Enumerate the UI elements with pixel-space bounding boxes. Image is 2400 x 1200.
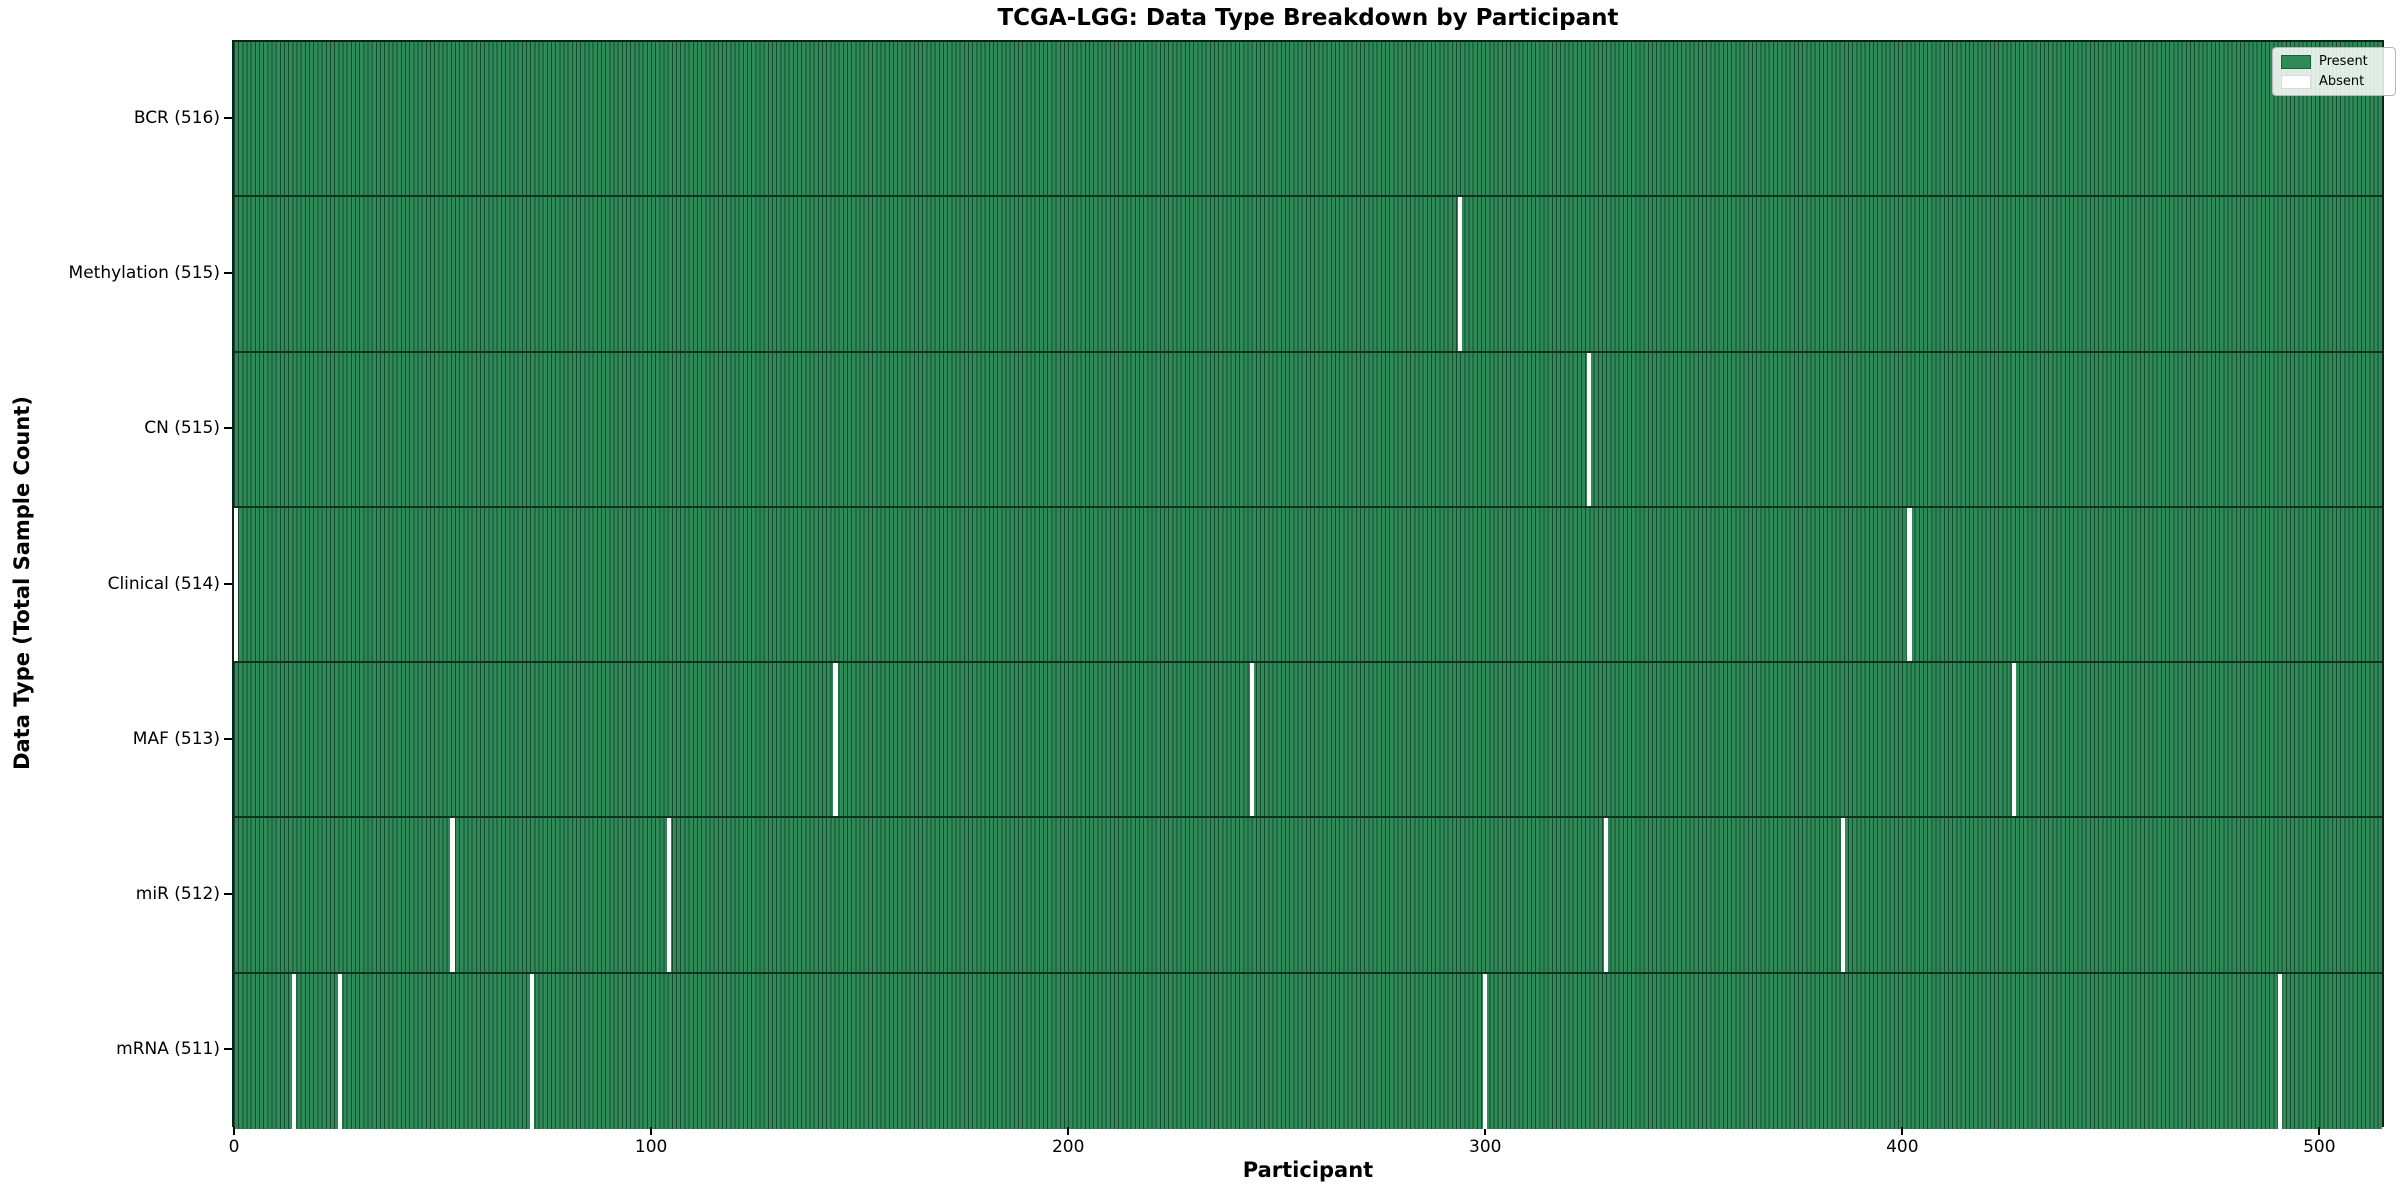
absent-cell [1907, 507, 1912, 662]
absent-cell [292, 973, 297, 1129]
absent-cell [2277, 973, 2283, 1129]
absent-cell [1482, 973, 1487, 1129]
x-tick-label: 500 [2303, 1137, 2336, 1157]
x-tick-label: 0 [228, 1137, 240, 1157]
y-tick-mark [224, 737, 232, 740]
absent-cell [2011, 663, 2016, 817]
x-tick-mark [1067, 1127, 1070, 1135]
absent-swatch-icon [2281, 74, 2311, 89]
row-Methylation [234, 197, 2382, 353]
absent-cell [338, 973, 343, 1129]
legend: Present Absent [2272, 47, 2396, 96]
absent-cell [1840, 818, 1845, 972]
legend-item-present: Present [2281, 54, 2387, 69]
x-tick-label: 100 [634, 1137, 668, 1157]
row-MAF [234, 663, 2382, 819]
y-tick-label: mRNA (511) [116, 1039, 220, 1060]
y-tick-mark [224, 1048, 232, 1051]
y-tick-mark [224, 893, 232, 896]
x-tick-mark [233, 1127, 236, 1135]
x-tick-mark [1901, 1127, 1904, 1135]
plot-area [232, 40, 2384, 1129]
absent-cell [529, 973, 534, 1129]
x-tick-mark [650, 1127, 653, 1135]
y-tick-label: BCR (516) [133, 107, 220, 128]
x-tick-label: 300 [1469, 1137, 1502, 1157]
present-swatch-icon [2281, 54, 2311, 69]
row-miR [234, 818, 2382, 974]
legend-label-absent: Absent [2319, 74, 2365, 89]
absent-cell [666, 818, 672, 972]
y-tick-label: CN (515) [144, 418, 220, 439]
y-tick-label: miR (512) [135, 884, 220, 905]
row-BCR [234, 42, 2382, 198]
absent-cell [1603, 818, 1608, 972]
absent-cell [833, 663, 838, 817]
y-tick-mark [224, 271, 232, 274]
absent-cell [1457, 197, 1463, 351]
x-axis-label: Participant [1242, 1158, 1374, 1182]
y-tick-label: MAF (513) [132, 728, 220, 749]
row-CN [234, 352, 2382, 508]
y-tick-mark [224, 116, 232, 119]
absent-cell [234, 507, 239, 662]
row-mRNA [234, 973, 2382, 1129]
x-tick-label: 400 [1886, 1137, 1919, 1157]
absent-cell [1586, 352, 1592, 506]
legend-label-present: Present [2319, 54, 2368, 69]
row-Clinical [234, 507, 2382, 664]
chart-title: TCGA-LGG: Data Type Breakdown by Partici… [997, 5, 1619, 31]
x-tick-mark [1484, 1127, 1487, 1135]
x-tick-label: 200 [1051, 1137, 1085, 1157]
y-tick-label: Methylation (515) [68, 262, 220, 283]
absent-cell [1249, 663, 1254, 817]
y-tick-label: Clinical (514) [107, 573, 220, 594]
absent-cell [450, 818, 455, 972]
y-tick-mark [224, 427, 232, 430]
y-tick-mark [224, 582, 232, 585]
legend-item-absent: Absent [2281, 74, 2387, 89]
x-tick-mark [2318, 1127, 2321, 1135]
